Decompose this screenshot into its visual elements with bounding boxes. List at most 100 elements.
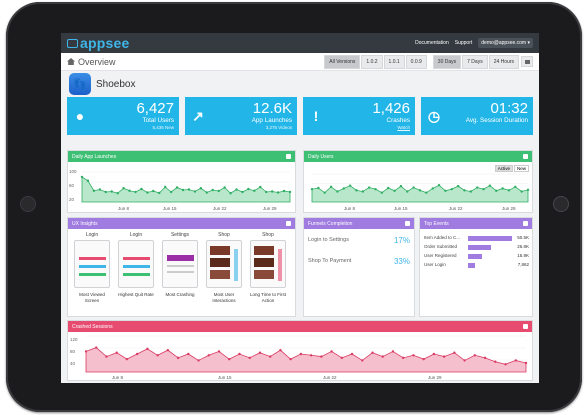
data-point[interactable]: [104, 190, 107, 194]
data-point[interactable]: [393, 189, 396, 192]
data-point[interactable]: [380, 191, 384, 194]
data-point[interactable]: [187, 188, 191, 191]
funnel-label[interactable]: Shop To Payment: [308, 258, 352, 264]
stat-crashes[interactable]: ! 1,426 Crashes Watch: [303, 97, 415, 135]
data-point[interactable]: [268, 355, 272, 358]
data-point[interactable]: [309, 354, 313, 357]
data-point[interactable]: [228, 357, 231, 361]
data-point[interactable]: [211, 188, 214, 192]
external-link-icon[interactable]: [405, 221, 410, 226]
data-point[interactable]: [402, 356, 405, 360]
stat-total-users[interactable]: ● 6,427 Total Users 5,436 New: [67, 97, 179, 135]
data-point[interactable]: [158, 191, 161, 195]
version-102[interactable]: 1.0.2: [361, 54, 383, 69]
data-point[interactable]: [456, 184, 460, 188]
data-point[interactable]: [320, 355, 323, 358]
data-point[interactable]: [317, 186, 320, 190]
data-point[interactable]: [84, 350, 88, 353]
data-point[interactable]: [367, 186, 371, 189]
data-point[interactable]: [361, 359, 364, 362]
version-101[interactable]: 1.0.1: [383, 54, 405, 69]
data-point[interactable]: [105, 355, 108, 358]
home-button[interactable]: [553, 196, 569, 212]
data-point[interactable]: [235, 188, 238, 191]
data-point[interactable]: [514, 185, 517, 189]
data-point[interactable]: [122, 187, 125, 190]
data-point[interactable]: [348, 184, 352, 187]
event-label[interactable]: User Registered: [424, 253, 457, 258]
data-point[interactable]: [463, 359, 466, 362]
toggle-new[interactable]: New: [513, 165, 529, 172]
data-point[interactable]: [217, 189, 220, 193]
data-point[interactable]: [399, 184, 403, 188]
ux-shot[interactable]: Shop Most User Interactions: [206, 232, 242, 304]
data-point[interactable]: [473, 354, 477, 357]
data-point[interactable]: [488, 184, 492, 187]
data-point[interactable]: [80, 175, 84, 179]
data-point[interactable]: [248, 356, 251, 360]
data-point[interactable]: [387, 186, 390, 190]
range-30-days[interactable]: 30 Days: [432, 54, 462, 69]
ux-shot[interactable]: Login Highest Quit Rate: [118, 232, 154, 298]
data-point[interactable]: [217, 350, 221, 353]
data-point[interactable]: [110, 190, 113, 193]
data-point[interactable]: [437, 184, 441, 187]
data-point[interactable]: [495, 189, 498, 192]
data-point[interactable]: [241, 190, 244, 194]
data-point[interactable]: [475, 186, 479, 189]
data-point[interactable]: [134, 190, 137, 194]
data-point[interactable]: [115, 351, 118, 354]
data-point[interactable]: [504, 363, 507, 366]
data-point[interactable]: [520, 190, 523, 193]
stat-app-launches[interactable]: ↗ 12.6K App Launches 3,276 Videos: [185, 97, 297, 135]
data-point[interactable]: [425, 191, 428, 194]
data-point[interactable]: [524, 361, 528, 365]
data-point[interactable]: [95, 346, 98, 349]
range-7-days[interactable]: 7 Days: [462, 54, 488, 69]
data-point[interactable]: [135, 352, 139, 356]
expand-icon[interactable]: [523, 154, 528, 159]
data-point[interactable]: [494, 360, 497, 363]
data-point[interactable]: [181, 188, 185, 192]
data-point[interactable]: [166, 348, 170, 352]
data-point[interactable]: [514, 359, 517, 362]
funnel-label[interactable]: Login to Settings: [308, 237, 349, 243]
data-point[interactable]: [288, 190, 292, 194]
range-24-hours[interactable]: 24 Hours: [488, 54, 519, 69]
data-point[interactable]: [98, 188, 102, 191]
data-point[interactable]: [259, 185, 262, 189]
event-label[interactable]: Order Submitted: [424, 244, 458, 249]
data-point[interactable]: [116, 192, 119, 195]
watch-link[interactable]: Watch: [397, 125, 410, 130]
data-point[interactable]: [279, 348, 282, 352]
data-point[interactable]: [187, 352, 190, 356]
data-point[interactable]: [453, 351, 456, 354]
data-point[interactable]: [482, 187, 485, 191]
documentation-link[interactable]: Documentation: [415, 40, 449, 46]
data-point[interactable]: [355, 189, 358, 192]
data-point[interactable]: [238, 352, 241, 356]
data-point[interactable]: [258, 351, 262, 354]
data-point[interactable]: [418, 189, 422, 192]
data-point[interactable]: [282, 189, 286, 193]
expand-icon[interactable]: [286, 154, 291, 159]
data-point[interactable]: [412, 354, 415, 357]
data-point[interactable]: [156, 354, 159, 357]
data-point[interactable]: [199, 187, 203, 190]
event-label[interactable]: User Login: [424, 262, 446, 267]
version-all[interactable]: All Versions: [324, 54, 361, 69]
data-point[interactable]: [371, 351, 374, 354]
data-point[interactable]: [229, 192, 232, 195]
calendar-icon[interactable]: [521, 56, 533, 67]
toggle-active[interactable]: Active: [494, 165, 513, 172]
data-point[interactable]: [175, 186, 179, 189]
data-point[interactable]: [197, 359, 200, 362]
ux-shot[interactable]: Login Most Viewed Screen: [74, 232, 110, 304]
data-point[interactable]: [444, 189, 447, 192]
data-point[interactable]: [422, 357, 425, 361]
data-point[interactable]: [442, 355, 446, 358]
data-point[interactable]: [205, 191, 208, 194]
data-point[interactable]: [381, 355, 384, 358]
data-point[interactable]: [483, 356, 487, 360]
data-point[interactable]: [276, 191, 280, 194]
